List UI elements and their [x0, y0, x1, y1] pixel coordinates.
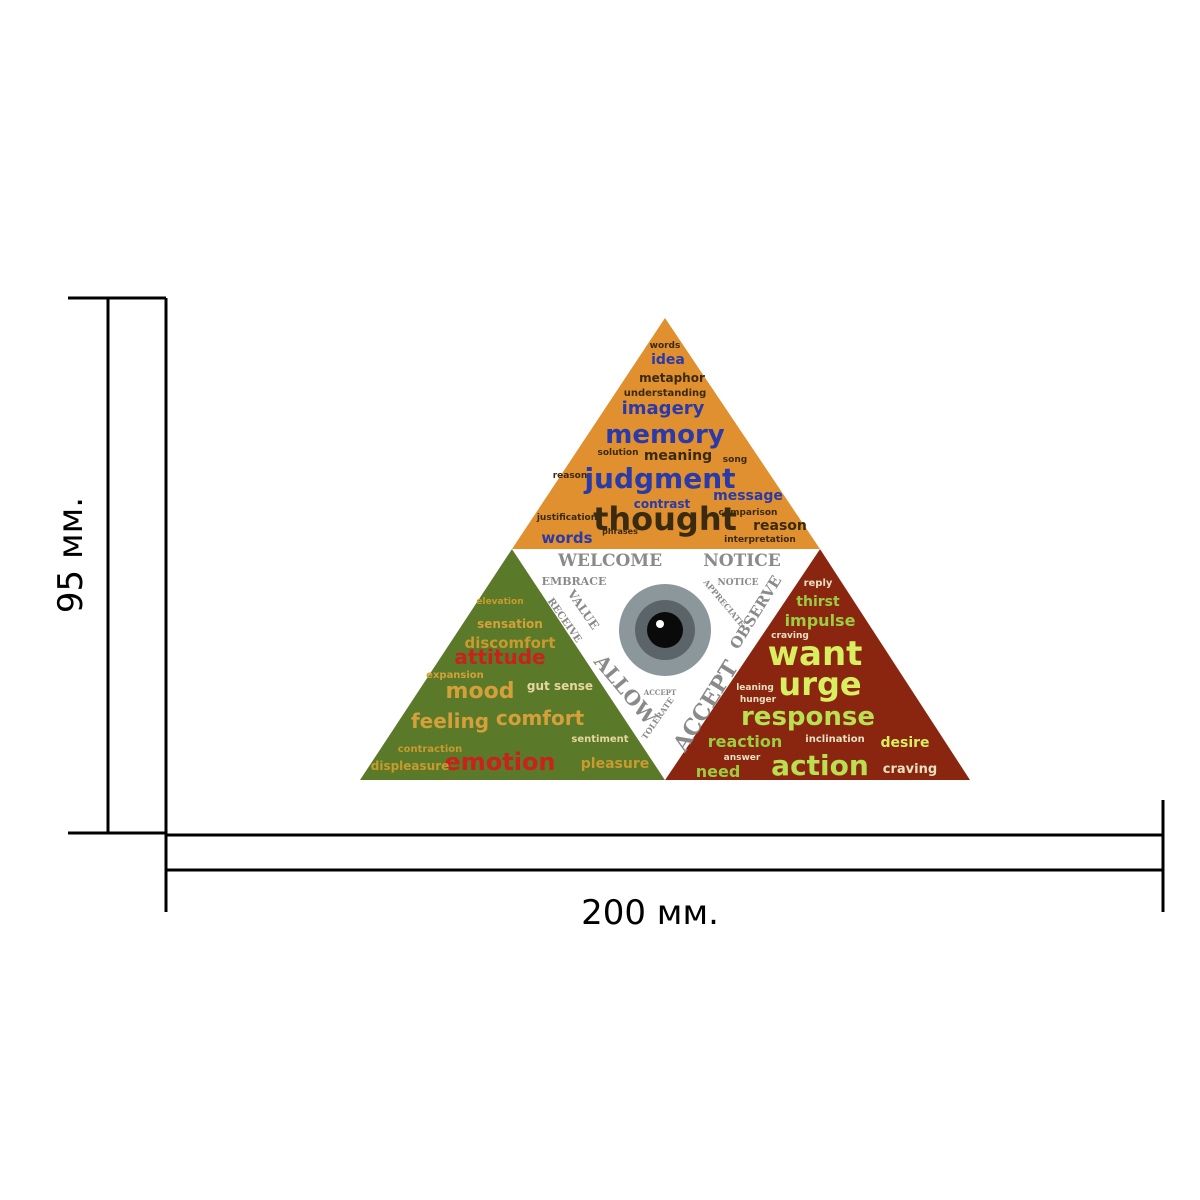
word: thought	[593, 500, 737, 538]
word: leaning	[736, 683, 774, 693]
word: sentiment	[571, 734, 628, 745]
word: feeling	[411, 709, 489, 733]
word: mood	[446, 679, 515, 704]
word: NOTICE	[703, 551, 780, 571]
word: attitude	[454, 645, 545, 669]
word: sensation	[477, 617, 543, 631]
word: reason	[553, 471, 588, 481]
word: answer	[724, 753, 761, 763]
word: NOTICE	[718, 578, 759, 588]
word: memory	[605, 420, 725, 450]
word: interpretation	[724, 535, 796, 545]
word: contrast	[634, 497, 691, 511]
width-label: 200 мм.	[581, 893, 719, 933]
height-dimension: 95 мм.	[51, 296, 168, 835]
word: discomfort	[464, 634, 555, 652]
word: EMBRACE	[542, 575, 607, 588]
word: expansion	[426, 670, 484, 681]
thinking-triangle	[512, 318, 820, 549]
word: desire	[880, 735, 929, 751]
word: reason	[753, 518, 807, 534]
word: justification	[536, 513, 597, 523]
word: comparison	[719, 508, 778, 518]
word: want	[768, 634, 863, 674]
word: hunger	[740, 695, 777, 705]
word: elevation	[476, 597, 523, 607]
word: displeasure	[371, 759, 450, 773]
word: understanding	[624, 388, 707, 399]
feeling-triangle	[360, 549, 665, 780]
word: comfort	[496, 706, 585, 730]
word: message	[713, 488, 783, 504]
word: reply	[804, 578, 833, 589]
word: idea	[651, 352, 685, 368]
word: metaphor	[639, 371, 705, 385]
word: inclination	[805, 734, 864, 745]
word: thirst	[796, 594, 840, 610]
word: solution	[597, 448, 638, 458]
word: pleasure	[581, 756, 649, 772]
word: song	[723, 455, 747, 465]
word: words	[650, 341, 681, 351]
eye-pupil	[647, 612, 683, 648]
word: emotion	[444, 748, 555, 776]
word: craving	[771, 631, 809, 641]
word: words	[541, 529, 592, 547]
word: reaction	[708, 732, 783, 751]
word: imagery	[622, 398, 705, 419]
word: gut sense	[527, 679, 593, 693]
word: meaning	[644, 448, 712, 464]
word: response	[741, 702, 875, 732]
pyramid: wordsideametaphorunderstandingimagerymem…	[360, 318, 970, 782]
word: WELCOME	[557, 551, 662, 571]
width-dimension: 200 мм.	[164, 800, 1165, 933]
word: need	[696, 762, 741, 781]
word: contraction	[398, 744, 463, 755]
word: urge	[778, 665, 861, 703]
word: judgment	[583, 462, 735, 495]
word: impulse	[785, 611, 856, 630]
eye-highlight	[656, 620, 664, 628]
word: ACCEPT	[643, 688, 677, 697]
urge-triangle	[665, 549, 970, 780]
word: action	[771, 749, 869, 782]
height-label: 95 мм.	[51, 497, 91, 613]
word: craving	[883, 762, 937, 777]
word: phrases	[602, 527, 638, 536]
